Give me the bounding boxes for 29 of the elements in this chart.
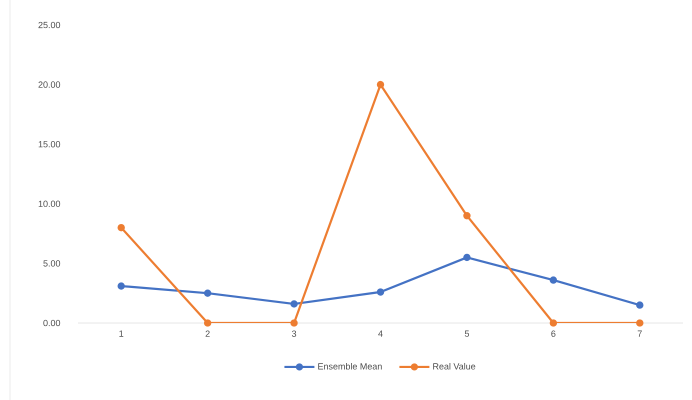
y-tick-label: 0.00 — [43, 320, 60, 326]
y-tick-label: 25.00 — [38, 22, 60, 28]
x-tick-label: 1 — [119, 330, 124, 337]
point — [290, 300, 298, 308]
x-tick-label: 5 — [464, 330, 470, 337]
point — [118, 282, 125, 290]
y-tick-label: 20.00 — [38, 81, 60, 88]
point — [204, 290, 212, 297]
y-tick-label: 5.00 — [43, 260, 60, 267]
point — [204, 319, 212, 327]
x-tick-label: 4 — [378, 330, 383, 337]
point — [550, 319, 558, 327]
point — [290, 319, 298, 327]
point — [376, 288, 384, 296]
legend-label: Real Value — [433, 362, 476, 370]
x-tick-label: 6 — [551, 330, 556, 337]
point — [463, 212, 471, 220]
point — [118, 224, 125, 232]
point — [636, 301, 644, 309]
point — [550, 276, 558, 284]
point — [376, 80, 384, 88]
x-tick-label: 2 — [206, 330, 210, 337]
y-tick-label: 10.00 — [38, 200, 60, 207]
x-tick-label: 3 — [292, 330, 296, 337]
x-tick-label: 7 — [638, 330, 642, 337]
legend-label: Ensemble Mean — [318, 362, 382, 370]
point — [636, 319, 644, 327]
y-tick-label: 15.00 — [38, 141, 60, 148]
point — [463, 254, 471, 262]
